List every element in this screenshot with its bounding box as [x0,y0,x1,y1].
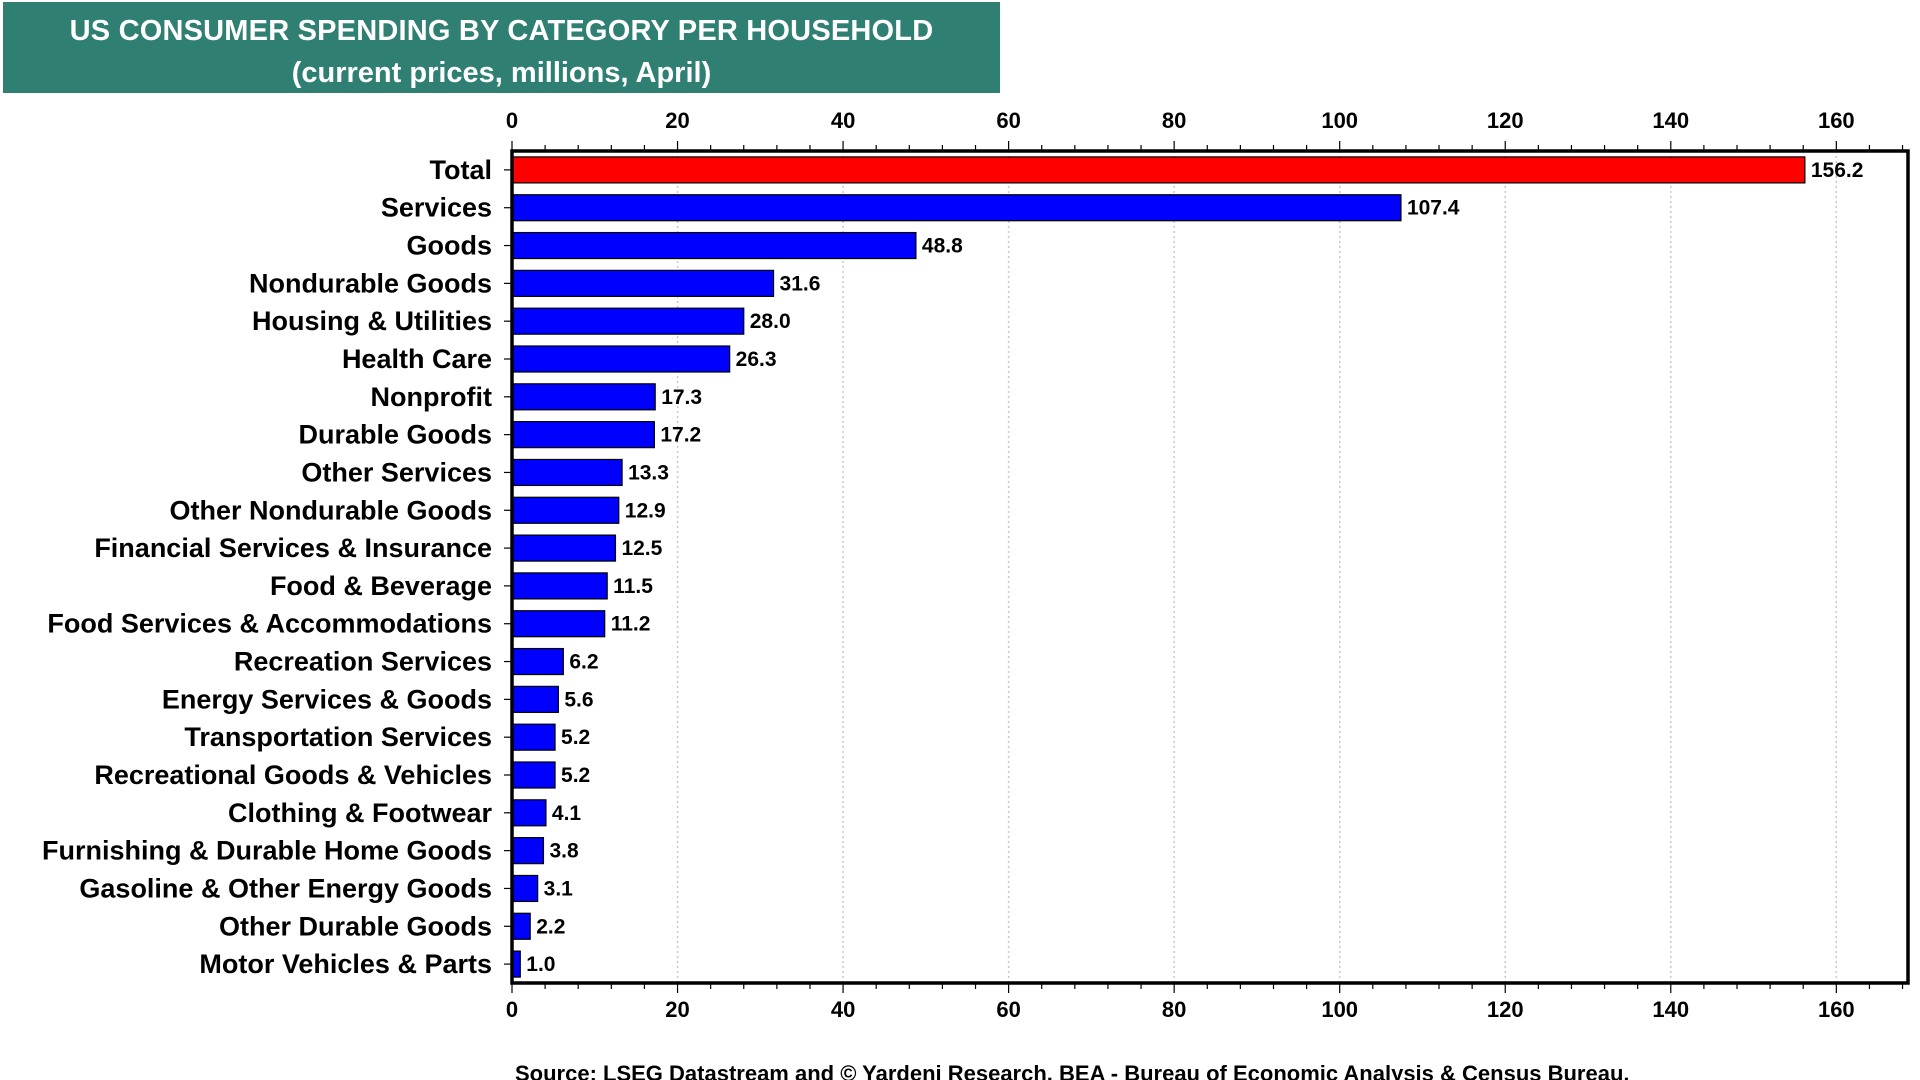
bars [511,156,1806,978]
x-tick-label-top-120: 120 [1487,108,1524,133]
source-note: Source: LSEG Datastream and © Yardeni Re… [515,1061,1630,1080]
value-label-0: 156.2 [1811,159,1864,182]
bar-12 [511,610,606,638]
bar-13 [511,647,564,676]
value-label-8: 13.3 [628,461,669,484]
bar-19 [511,874,539,903]
x-tick-label-top-140: 140 [1652,108,1689,133]
x-tick-label-top-40: 40 [831,108,855,133]
category-label-1: Services [381,193,492,223]
bar-14 [511,685,559,713]
category-label-14: Energy Services & Goods [162,684,492,714]
category-label-8: Other Services [301,457,492,487]
value-label-4: 28.0 [750,310,791,333]
category-label-3: Nondurable Goods [249,268,492,298]
bar-16 [511,761,556,789]
x-tick-label-bottom-20: 20 [665,997,689,1022]
value-label-20: 2.2 [536,915,565,938]
x-tick-label-top-80: 80 [1162,108,1186,133]
value-label-2: 48.8 [922,235,963,258]
value-label-3: 31.6 [780,272,821,295]
category-label-4: Housing & Utilities [252,306,492,336]
bar-15 [511,723,556,751]
value-label-1: 107.4 [1407,197,1460,220]
value-label-7: 17.2 [660,424,701,447]
category-label-5: Health Care [342,344,492,374]
category-label-6: Nonprofit [371,382,492,412]
value-label-5: 26.3 [736,348,777,371]
grid-lines [676,151,1838,983]
category-label-13: Recreation Services [234,647,492,677]
x-tick-label-bottom-0: 0 [506,997,518,1022]
bar-7 [511,421,655,449]
bar-8 [511,458,623,487]
bar-11 [511,572,608,600]
bar-4 [511,307,745,335]
value-label-6: 17.3 [661,386,702,409]
x-tick-label-top-160: 160 [1818,108,1855,133]
x-tick-label-bottom-80: 80 [1162,997,1186,1022]
value-label-13: 6.2 [569,651,598,674]
value-label-19: 3.1 [544,877,574,900]
value-label-12: 11.2 [611,613,651,636]
category-label-19: Gasoline & Other Energy Goods [79,873,492,903]
category-label-17: Clothing & Footwear [228,798,492,828]
value-label-10: 12.5 [621,537,662,560]
value-label-16: 5.2 [561,764,590,787]
category-label-21: Motor Vehicles & Parts [199,949,492,979]
x-tick-label-bottom-100: 100 [1321,997,1358,1022]
category-label-9: Other Nondurable Goods [169,495,492,525]
value-label-18: 3.8 [549,840,579,863]
plot-frame [510,149,1910,985]
category-label-10: Financial Services & Insurance [94,533,492,563]
bar-2 [511,231,917,260]
x-tick-label-bottom-40: 40 [831,997,855,1022]
category-label-0: Total [430,155,493,185]
category-label-12: Food Services & Accommodations [47,609,492,639]
category-label-2: Goods [407,231,493,261]
labels: 156.2 Total 107.4 Services 48.8 Goods 31.6 Nond… [42,108,1863,1022]
x-tick-label-top-60: 60 [996,108,1020,133]
x-tick-label-bottom-60: 60 [996,997,1020,1022]
value-label-21: 1.0 [526,953,555,976]
chart-subtitle: (current prices, millions, April) [291,57,712,89]
bar-18 [511,837,545,865]
bar-20 [511,912,531,940]
chart-title-box: US CONSUMER SPENDING BY CATEGORY PER HOU… [3,2,1000,93]
category-label-16: Recreational Goods & Vehicles [94,760,492,790]
bar-10 [511,534,617,562]
x-tick-label-top-0: 0 [506,108,518,133]
value-label-9: 12.9 [625,499,666,522]
value-label-14: 5.6 [564,688,593,711]
x-tick-label-bottom-160: 160 [1818,997,1855,1022]
bar-9 [511,496,620,524]
bar-17 [511,799,547,827]
bar-1 [511,194,1402,222]
bar-3 [511,269,775,297]
x-tick-label-bottom-140: 140 [1652,997,1689,1022]
x-tick-label-top-100: 100 [1321,108,1358,133]
x-tick-label-top-20: 20 [665,108,689,133]
bar-6 [511,383,656,411]
x-tick-label-bottom-120: 120 [1487,997,1524,1022]
bar-0 [511,156,1806,184]
category-label-7: Durable Goods [298,420,492,450]
category-label-18: Furnishing & Durable Home Goods [42,836,492,866]
category-label-20: Other Durable Goods [219,911,492,941]
category-label-15: Transportation Services [184,722,492,752]
bar-5 [511,345,731,373]
axes [504,141,1910,993]
value-label-11: 11.5 [613,575,653,598]
value-label-17: 4.1 [552,802,582,825]
category-label-11: Food & Beverage [270,571,492,601]
value-label-15: 5.2 [561,726,590,749]
chart-title: US CONSUMER SPENDING BY CATEGORY PER HOU… [69,15,934,47]
